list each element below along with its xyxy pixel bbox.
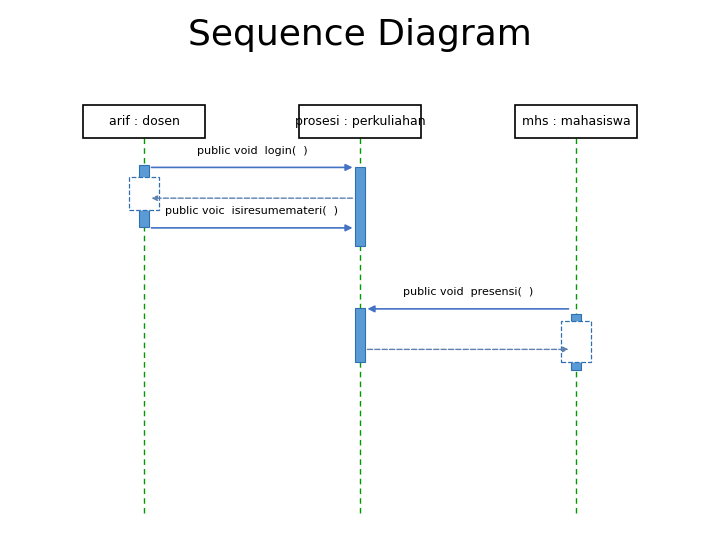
FancyBboxPatch shape	[140, 165, 149, 227]
FancyBboxPatch shape	[561, 321, 591, 362]
Text: public void  presensi(  ): public void presensi( )	[403, 287, 533, 297]
Text: Sequence Diagram: Sequence Diagram	[188, 18, 532, 52]
Text: mhs : mahasiswa: mhs : mahasiswa	[521, 115, 631, 128]
FancyBboxPatch shape	[515, 105, 637, 138]
Text: prosesi : perkuliahan: prosesi : perkuliahan	[294, 115, 426, 128]
FancyBboxPatch shape	[572, 314, 581, 370]
Text: arif : dosen: arif : dosen	[109, 115, 179, 128]
FancyBboxPatch shape	[299, 105, 421, 138]
FancyBboxPatch shape	[356, 308, 364, 362]
FancyBboxPatch shape	[83, 105, 205, 138]
FancyBboxPatch shape	[356, 167, 364, 246]
FancyBboxPatch shape	[129, 177, 159, 210]
Text: public void  login(  ): public void login( )	[197, 145, 307, 156]
Text: public voic  isiresumemateri(  ): public voic isiresumemateri( )	[166, 206, 338, 216]
